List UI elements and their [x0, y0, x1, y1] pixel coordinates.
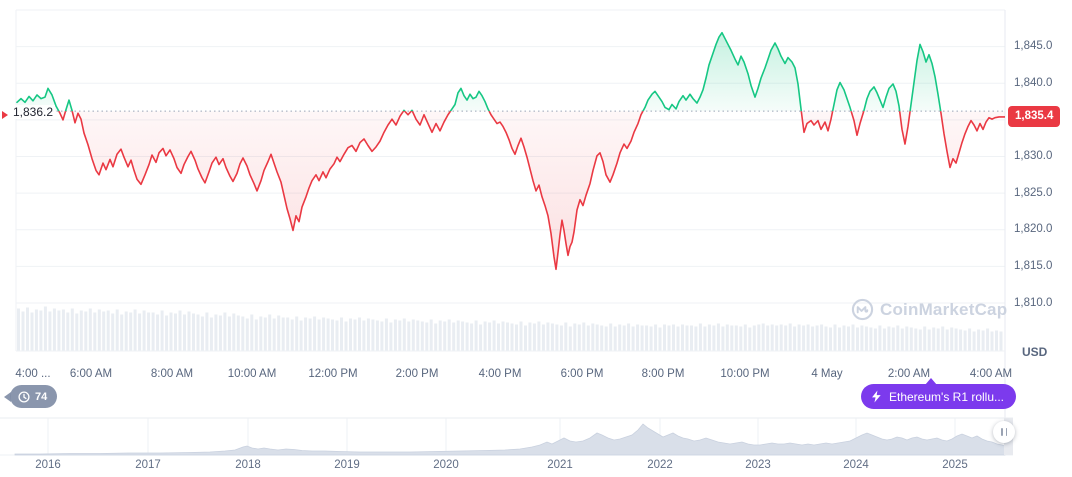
- timeline-year-label: 2020: [433, 459, 459, 471]
- timeline-year-label: 2019: [334, 459, 360, 471]
- x-axis-label: 8:00 PM: [641, 368, 685, 380]
- x-axis-label: 2:00 PM: [395, 368, 439, 380]
- y-axis-label: 1,815.0: [1014, 259, 1053, 272]
- clock-icon: [18, 390, 30, 403]
- y-axis-label: 1,830.0: [1014, 150, 1053, 162]
- x-axis-label: 6:00 PM: [560, 368, 604, 380]
- timeline-year-label: 2021: [547, 459, 573, 471]
- x-axis-label: 2:00 AM: [887, 368, 931, 380]
- watermark-label: CoinMarketCap: [880, 299, 1008, 319]
- timeline-year-label: 2017: [135, 459, 161, 471]
- coinmarketcap-watermark: CoinMarketCap: [851, 298, 1007, 321]
- y-axis-label: 1,820.0: [1014, 223, 1053, 236]
- lightning-icon: [872, 390, 881, 403]
- annotation-label: Ethereum's R1 rollu...: [889, 389, 1005, 404]
- x-axis-label: 4 May: [811, 368, 843, 380]
- x-axis-label: 4:00 ...: [15, 368, 51, 380]
- coinmarketcap-logo-icon: [851, 298, 874, 321]
- y-axis-label: 1,825.0: [1014, 186, 1053, 199]
- watchers-count: 74: [35, 390, 48, 403]
- timeline-year-label: 2022: [647, 459, 673, 471]
- news-annotation-badge[interactable]: Ethereum's R1 rollu...: [861, 378, 1017, 409]
- current-price-badge: 1,835.4: [1008, 106, 1061, 127]
- timeline-drag-handle[interactable]: [993, 421, 1015, 443]
- x-axis-label: 6:00 AM: [69, 368, 113, 380]
- timeline-year-label: 2024: [843, 459, 869, 471]
- y-axis-label: 1,845.0: [1014, 40, 1053, 53]
- watchers-badge: 74: [3, 385, 58, 408]
- currency-label: USD: [1022, 345, 1048, 359]
- timeline-year-label: 2025: [942, 459, 968, 471]
- y-axis-label: 1,840.0: [1014, 76, 1053, 89]
- timeline-year-label: 2016: [35, 459, 61, 471]
- x-axis-label: 12:00 PM: [308, 368, 358, 380]
- timeline-year-label: 2023: [745, 459, 771, 471]
- x-axis-label: 10:00 PM: [720, 368, 770, 380]
- open-price-label: 1,836.2: [11, 105, 56, 119]
- x-axis-label: 4:00 AM: [969, 368, 1013, 380]
- timeline-scrubber[interactable]: [0, 418, 1003, 455]
- timeline-year-label: 2018: [235, 459, 261, 471]
- x-axis-label: 10:00 AM: [227, 368, 277, 380]
- x-axis-label: 8:00 AM: [150, 368, 194, 380]
- open-price-marker: [2, 111, 8, 119]
- y-axis-label: 1,810.0: [1014, 296, 1053, 309]
- x-axis-label: 4:00 PM: [478, 368, 522, 380]
